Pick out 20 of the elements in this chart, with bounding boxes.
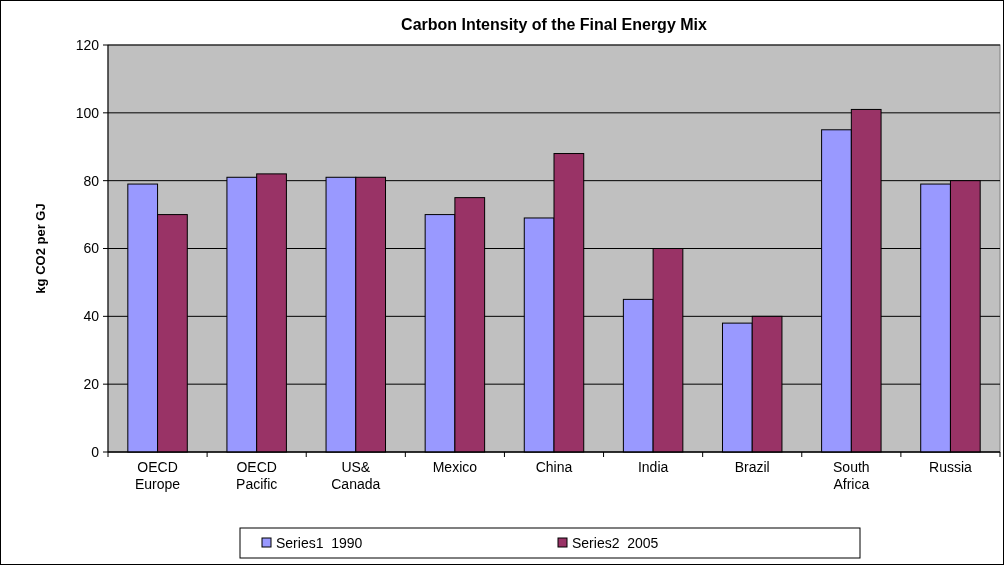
- chart-title: Carbon Intensity of the Final Energy Mix: [401, 16, 708, 33]
- y-tick-label: 40: [83, 308, 100, 325]
- y-axis-title: kg CO2 per GJ: [33, 203, 48, 294]
- x-tick-label: Brazil: [734, 459, 770, 475]
- legend-label: Series1 1990: [276, 534, 363, 551]
- y-tick-label: 100: [75, 104, 100, 121]
- legend-label: Series2 2005: [572, 534, 659, 551]
- x-tick-label: OECD Pacific: [236, 459, 278, 492]
- x-tick-label: Mexico: [432, 459, 478, 475]
- x-tick-label: OECD Europe: [134, 459, 181, 492]
- y-tick-label: 20: [83, 376, 100, 393]
- y-tick-label: 0: [91, 443, 100, 460]
- x-tick-label: China: [535, 459, 573, 475]
- x-tick-label: India: [637, 459, 669, 475]
- x-tick-label: South Africa: [833, 459, 870, 492]
- y-tick-label: 120: [75, 36, 100, 53]
- x-tick-label: US& Canada: [331, 459, 381, 492]
- y-tick-label: 80: [83, 172, 100, 189]
- x-tick-label: Russia: [929, 459, 973, 475]
- y-tick-label: 60: [83, 240, 100, 257]
